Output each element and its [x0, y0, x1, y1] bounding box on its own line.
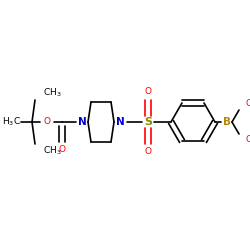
Text: O: O: [44, 118, 51, 126]
Text: N: N: [116, 117, 124, 127]
Text: N: N: [78, 117, 86, 127]
Text: H$_3$C: H$_3$C: [2, 116, 20, 128]
Text: CH$_3$: CH$_3$: [43, 145, 62, 157]
Text: OH: OH: [245, 136, 250, 144]
Text: OH: OH: [245, 100, 250, 108]
Text: CH$_3$: CH$_3$: [43, 87, 62, 99]
Text: O: O: [144, 148, 152, 156]
Text: O: O: [144, 88, 152, 96]
Text: O: O: [58, 146, 66, 154]
Text: B: B: [223, 117, 231, 127]
Text: S: S: [144, 117, 152, 127]
